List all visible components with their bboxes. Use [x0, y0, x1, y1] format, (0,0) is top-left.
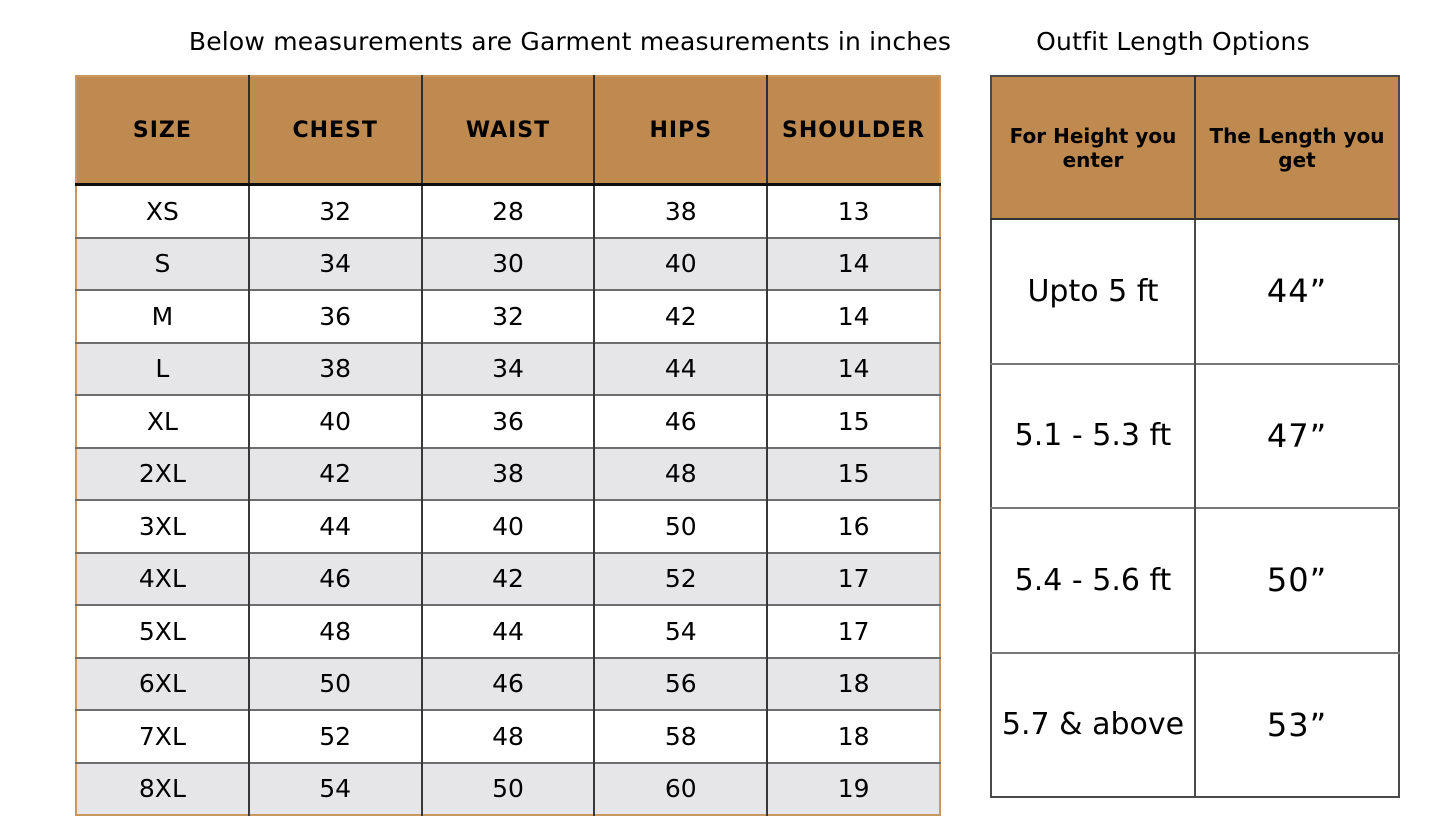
measurement-cell-shoulder: 17: [766, 604, 940, 658]
measurement-cell-chest: 50: [247, 656, 422, 710]
measurement-cell-chest: 42: [247, 446, 422, 500]
measurement-cell-chest: 44: [247, 499, 422, 553]
measurement-row-m: M 36 32 42 14: [76, 289, 940, 343]
measurement-cell-size: L: [76, 341, 249, 395]
measurement-cell-shoulder: 18: [766, 656, 940, 710]
measurement-cell-hips: 54: [593, 604, 768, 658]
measurement-cell-shoulder: 16: [766, 499, 940, 553]
length-cell-length: 53”: [1194, 651, 1399, 797]
measurement-cell-shoulder: 18: [766, 709, 940, 763]
measurement-cell-shoulder: 14: [766, 341, 940, 395]
measurement-col-header-waist: WAIST: [420, 76, 595, 186]
measurement-row-xs: XS 32 28 38 13: [76, 184, 940, 238]
measurement-cell-hips: 56: [593, 656, 768, 710]
measurement-cell-shoulder: 17: [766, 551, 940, 605]
measurement-cell-hips: 46: [593, 394, 768, 448]
length-row: Upto 5 ft 44”: [991, 219, 1399, 364]
measurement-row-2xl: 2XL 42 38 48 15: [76, 446, 940, 500]
measurement-row-5xl: 5XL 48 44 54 17: [76, 604, 940, 658]
length-cell-height: 5.4 - 5.6 ft: [991, 507, 1195, 653]
length-col-header-height: For Height you enter: [991, 76, 1195, 220]
measurement-cell-waist: 44: [420, 604, 595, 658]
measurement-cell-waist: 48: [420, 709, 595, 763]
measurement-col-header-chest: CHEST: [247, 76, 422, 186]
measurement-cell-chest: 32: [247, 184, 422, 238]
measurement-cell-hips: 50: [593, 499, 768, 553]
length-cell-length: 50”: [1194, 507, 1399, 653]
measurement-cell-waist: 38: [420, 446, 595, 500]
measurement-row-4xl: 4XL 46 42 52 17: [76, 551, 940, 605]
length-table: For Height you enter The Length you get U…: [990, 75, 1400, 798]
measurement-col-header-hips: HIPS: [593, 76, 768, 186]
measurement-cell-size: XL: [76, 394, 249, 448]
length-col-header-length: The Length you get: [1194, 76, 1399, 220]
measurement-cell-size: 4XL: [76, 551, 249, 605]
measurement-cell-chest: 54: [247, 761, 422, 815]
measurement-row-7xl: 7XL 52 48 58 18: [76, 709, 940, 763]
measurement-cell-size: 5XL: [76, 604, 249, 658]
length-row: 5.7 & above 53”: [991, 651, 1399, 797]
measurement-cell-chest: 48: [247, 604, 422, 658]
measurement-cell-size: S: [76, 236, 249, 290]
measurement-cell-chest: 46: [247, 551, 422, 605]
measurement-cell-hips: 60: [593, 761, 768, 815]
measurement-cell-hips: 38: [593, 184, 768, 238]
measurement-cell-shoulder: 19: [766, 761, 940, 815]
measurement-cell-size: 3XL: [76, 499, 249, 553]
measurement-cell-waist: 36: [420, 394, 595, 448]
measurement-cell-size: 8XL: [76, 761, 249, 815]
measurement-cell-waist: 40: [420, 499, 595, 553]
length-cell-height: 5.7 & above: [991, 651, 1195, 797]
length-header-row: For Height you enter The Length you get: [991, 76, 1399, 220]
measurement-row-3xl: 3XL 44 40 50 16: [76, 499, 940, 553]
measurement-cell-shoulder: 13: [766, 184, 940, 238]
measurement-cell-chest: 52: [247, 709, 422, 763]
measurement-cell-chest: 34: [247, 236, 422, 290]
measurement-cell-hips: 58: [593, 709, 768, 763]
measurement-cell-waist: 32: [420, 289, 595, 343]
length-row: 5.1 - 5.3 ft 47”: [991, 362, 1399, 508]
measurement-cell-size: 2XL: [76, 446, 249, 500]
length-cell-height: 5.1 - 5.3 ft: [991, 362, 1195, 508]
measurement-cell-waist: 34: [420, 341, 595, 395]
measurement-col-header-size: SIZE: [76, 76, 249, 186]
measurement-cell-size: 6XL: [76, 656, 249, 710]
length-row: 5.4 - 5.6 ft 50”: [991, 507, 1399, 653]
measurement-row-6xl: 6XL 50 46 56 18: [76, 656, 940, 710]
measurement-cell-waist: 46: [420, 656, 595, 710]
measurement-row-xl: XL 40 36 46 15: [76, 394, 940, 448]
measurement-cell-waist: 42: [420, 551, 595, 605]
measurement-cell-chest: 38: [247, 341, 422, 395]
measurement-cell-shoulder: 15: [766, 394, 940, 448]
measurement-row-s: S 34 30 40 14: [76, 236, 940, 290]
length-cell-length: 44”: [1194, 219, 1399, 364]
measurement-cell-shoulder: 15: [766, 446, 940, 500]
measurement-cell-hips: 40: [593, 236, 768, 290]
measurement-row-l: L 38 34 44 14: [76, 341, 940, 395]
measurement-header-row: SIZE CHEST WAIST HIPS SHOULDER: [76, 76, 940, 186]
measurement-cell-waist: 28: [420, 184, 595, 238]
measurement-cell-waist: 30: [420, 236, 595, 290]
measurement-cell-hips: 52: [593, 551, 768, 605]
measurement-cell-shoulder: 14: [766, 289, 940, 343]
measurement-row-8xl: 8XL 54 50 60 19: [76, 761, 940, 815]
measurement-cell-chest: 36: [247, 289, 422, 343]
measurement-cell-hips: 42: [593, 289, 768, 343]
length-cell-length: 47”: [1194, 362, 1399, 508]
measurement-cell-size: M: [76, 289, 249, 343]
length-table-title: Outfit Length Options: [1036, 27, 1310, 56]
measurement-cell-chest: 40: [247, 394, 422, 448]
length-cell-height: Upto 5 ft: [991, 219, 1195, 364]
measurement-cell-size: 7XL: [76, 709, 249, 763]
measurement-col-header-shoulder: SHOULDER: [766, 76, 940, 186]
measurement-cell-hips: 44: [593, 341, 768, 395]
measurement-cell-shoulder: 14: [766, 236, 940, 290]
measurement-cell-hips: 48: [593, 446, 768, 500]
measurement-cell-waist: 50: [420, 761, 595, 815]
measurement-cell-size: XS: [76, 184, 249, 238]
measurement-table-title: Below measurements are Garment measureme…: [188, 27, 952, 56]
measurement-table: SIZE CHEST WAIST HIPS SHOULDER XS 32 28 38 13 S 34…: [75, 75, 941, 816]
